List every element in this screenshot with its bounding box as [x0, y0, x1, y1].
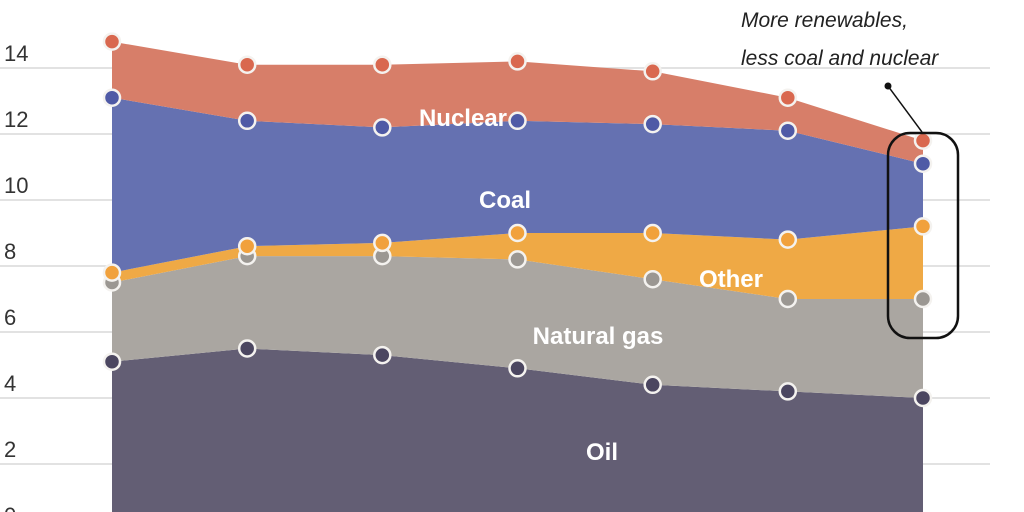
y-tick-label-8: 8	[4, 239, 16, 264]
series-areas	[112, 41, 923, 512]
area-oil	[112, 348, 923, 512]
area-nuclear	[112, 41, 923, 164]
series-label-nuclear: Nuclear	[419, 105, 507, 132]
point-oil-1	[102, 352, 122, 371]
y-tick-label-4: 4	[4, 371, 16, 396]
point-other-5	[643, 223, 662, 243]
series-label-oil: Oil	[586, 439, 618, 466]
point-natural-gas-5	[643, 269, 662, 289]
y-tick-label-12: 12	[4, 107, 28, 132]
point-oil-3	[373, 345, 392, 365]
point-coal-7	[913, 154, 933, 173]
point-coal-2	[237, 111, 257, 131]
point-natural-gas-6	[778, 289, 798, 309]
point-oil-5	[643, 375, 662, 395]
annotation-line-2: less coal and nuclear	[741, 47, 939, 70]
y-tick-label-14: 14	[4, 41, 28, 66]
area-other	[112, 226, 923, 299]
point-nuclear-1	[102, 32, 122, 51]
y-tick-label-2: 2	[4, 437, 16, 462]
y-axis: 0 2 4 6 8 10 12 14	[4, 41, 28, 512]
point-oil-7	[913, 388, 933, 408]
series-label-coal: Coal	[479, 187, 531, 214]
point-coal-6	[778, 121, 798, 140]
point-coal-5	[643, 114, 662, 134]
point-coal-3	[373, 118, 392, 137]
point-nuclear-3	[373, 55, 392, 74]
point-oil-4	[508, 359, 527, 378]
annotation-pointer-line	[887, 85, 923, 133]
area-natural-gas	[112, 256, 923, 398]
point-oil-6	[778, 382, 798, 401]
point-nuclear-7	[913, 131, 933, 150]
point-nuclear-5	[643, 62, 662, 81]
series-label-other: Other	[699, 266, 763, 293]
point-nuclear-6	[778, 88, 798, 107]
point-other-7	[913, 217, 933, 236]
point-other-1	[102, 263, 122, 282]
annotation: More renewables, less coal and nuclear	[741, 9, 960, 340]
annotation-bracket	[886, 131, 960, 340]
point-oil-2	[237, 339, 257, 358]
point-coal-4	[508, 111, 527, 131]
data-points	[102, 32, 933, 408]
y-tick-label-6: 6	[4, 305, 16, 330]
point-other-2	[237, 236, 257, 256]
point-other-3	[373, 233, 392, 253]
area-coal	[112, 97, 923, 273]
y-tick-label-0: 0	[4, 503, 16, 512]
point-natural-gas-4	[508, 250, 527, 269]
series-label-natural-gas: Natural gas	[533, 323, 664, 350]
y-tick-label-10: 10	[4, 173, 28, 198]
series-labels: Nuclear Coal Other Natural gas Oil	[419, 105, 763, 466]
point-other-4	[508, 223, 527, 243]
point-nuclear-2	[237, 55, 257, 74]
point-coal-1	[102, 88, 122, 107]
point-nuclear-4	[508, 52, 527, 71]
point-natural-gas-7	[913, 289, 933, 309]
point-other-6	[778, 230, 798, 249]
annotation-line-1: More renewables,	[741, 9, 908, 32]
